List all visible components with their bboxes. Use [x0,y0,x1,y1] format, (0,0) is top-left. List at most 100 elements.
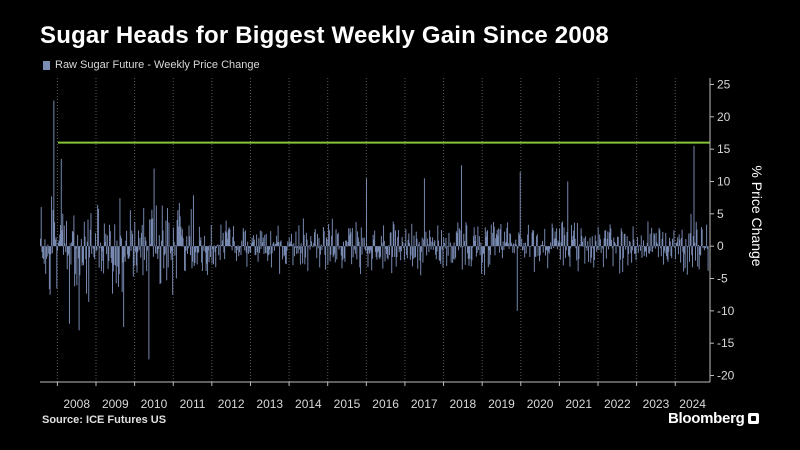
bar-week-748 [595,240,597,247]
bar-week-198 [187,246,188,254]
bar-week-85 [103,246,105,274]
bar-week-332 [286,246,288,251]
bar-week-190 [181,235,183,247]
bar-week-171 [166,208,168,247]
bar-week-585 [474,240,476,247]
bar-week-341 [293,243,295,247]
bar-week-472 [390,232,392,247]
bar-week-771 [612,246,614,267]
bar-week-320 [277,225,279,247]
bar-week-6 [44,239,46,247]
bar-week-674 [540,244,542,247]
bar-week-625 [504,231,506,247]
bar-week-250 [225,220,227,247]
bar-week-121 [129,210,131,247]
bar-week-120 [129,246,131,257]
bar-week-719 [573,222,575,247]
bar-week-78 [97,208,99,247]
bar-week-671 [538,246,540,247]
bar-week-175 [169,246,171,254]
bar-week-145 [147,246,149,247]
bar-week-335 [288,237,290,247]
bar-week-743 [591,236,593,247]
bar-week-604 [488,246,490,251]
bar-week-137 [141,224,143,247]
bar-week-620 [500,224,502,247]
bar-week-692 [553,238,555,247]
bar-week-497 [409,243,411,247]
bar-week-801 [634,246,636,254]
bar-week-739 [588,246,590,247]
bar-week-670 [537,246,539,256]
bar-week-644 [518,232,520,247]
bar-week-657 [527,224,529,247]
bar-week-99 [113,246,115,266]
bar-week-816 [645,246,647,257]
bar-week-458 [380,246,382,257]
bar-week-600 [485,236,487,247]
bar-week-534 [436,246,438,252]
bar-week-883 [695,221,697,247]
bar-week-613 [495,238,497,247]
bar-week-641 [516,244,517,247]
bar-week-146 [148,246,150,360]
bar-week-212 [197,246,199,253]
bar-week-232 [212,246,214,250]
bar-week-622 [501,246,503,259]
bar-week-200 [188,225,190,247]
bar-week-431 [360,246,362,275]
bar-week-374 [317,246,319,249]
bar-week-352 [301,246,303,254]
bar-week-375 [318,237,320,247]
bar-week-682 [546,246,548,251]
axes [40,78,711,383]
bar-week-378 [320,244,322,247]
bar-week-784 [622,246,624,273]
bar-week-427 [357,231,359,247]
bar-week-184 [176,219,178,247]
bar-week-176 [170,246,172,260]
bar-week-28 [60,158,62,247]
bar-week-164 [161,205,163,247]
bar-week-740 [589,237,591,247]
bar-week-155 [155,246,157,254]
bar-week-899 [707,246,709,271]
bar-week-22 [56,246,58,289]
bar-week-699 [559,228,561,247]
bar-week-662 [531,232,533,247]
bar-week-588 [476,246,478,253]
bar-week-109 [120,238,122,247]
bar-week-581 [471,246,473,261]
bar-week-194 [184,246,186,271]
bar-week-824 [651,246,653,253]
bar-week-573 [465,222,467,247]
bar-week-152 [152,246,154,257]
bar-week-754 [599,239,601,247]
bar-week-359 [306,239,308,247]
bar-week-83 [101,246,103,252]
bar-week-563 [458,246,460,251]
bar-week-244 [221,245,223,247]
bar-week-474 [392,246,393,257]
x-tick-label: 2015 [334,397,361,411]
bar-week-333 [287,241,289,247]
bar-week-50 [77,234,79,247]
bar-week-192 [182,237,184,247]
bar-week-25 [58,240,60,247]
bar-week-804 [637,237,639,247]
bar-week-264 [236,246,237,261]
bar-week-119 [128,246,130,259]
bar-week-537 [438,246,440,261]
bar-week-753 [599,234,601,247]
bar-week-92 [108,246,110,262]
bar-week-52 [78,246,80,331]
bar-week-486 [400,246,402,252]
bar-week-67 [89,229,91,247]
bar-week-819 [648,246,650,254]
bar-week-173 [168,222,170,247]
bar-week-582 [472,246,474,248]
bar-week-704 [562,246,564,266]
bar-week-469 [388,245,390,247]
bar-week-796 [631,246,633,263]
bar-week-278 [246,246,248,267]
